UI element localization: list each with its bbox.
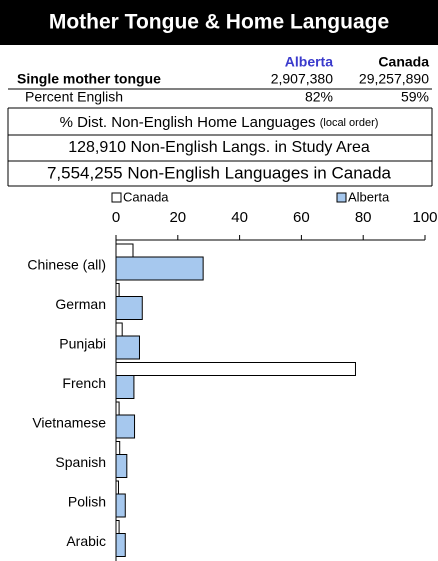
note-small: (local order) bbox=[320, 117, 379, 129]
y-tick-label: Chinese (all) bbox=[27, 257, 106, 273]
row-label: Single mother tongue bbox=[17, 71, 161, 87]
bar bbox=[115, 480, 119, 495]
bar bbox=[115, 296, 143, 320]
bar bbox=[115, 243, 134, 258]
y-tick-label: Spanish bbox=[55, 454, 106, 470]
note: 7,554,255 Non-English Languages in Canad… bbox=[47, 163, 392, 182]
cell: 29,257,890 bbox=[359, 71, 429, 87]
y-tick-label: Arabic bbox=[66, 533, 106, 549]
y-tick-label: Punjabi bbox=[59, 336, 106, 352]
title: Mother Tongue & Home Language bbox=[49, 11, 389, 34]
x-tick-label: 20 bbox=[169, 209, 186, 226]
bar bbox=[115, 520, 120, 534]
x-tick-label: 40 bbox=[231, 209, 248, 226]
column-header: Alberta bbox=[285, 54, 333, 70]
cell: 59% bbox=[401, 89, 429, 105]
bar bbox=[115, 414, 136, 439]
bar bbox=[115, 256, 204, 281]
legend-label: Canada bbox=[123, 189, 169, 204]
legend-swatch bbox=[336, 192, 347, 203]
note-text: % Dist. Non-English Home Languages bbox=[60, 114, 316, 131]
bar bbox=[115, 454, 128, 478]
legend-label: Alberta bbox=[348, 189, 390, 204]
y-tick-label: Polish bbox=[68, 494, 106, 510]
bar bbox=[115, 283, 120, 297]
bar bbox=[115, 493, 126, 518]
legend-swatch bbox=[111, 192, 122, 203]
note: % Dist. Non-English Home Languages (loca… bbox=[60, 114, 379, 131]
cell: 2,907,380 bbox=[271, 71, 333, 87]
bar bbox=[115, 401, 120, 416]
bar bbox=[115, 362, 356, 376]
bar bbox=[115, 375, 135, 399]
bar bbox=[115, 335, 140, 360]
x-tick-label: 0 bbox=[112, 209, 120, 226]
note: 128,910 Non-English Langs. in Study Area bbox=[68, 139, 370, 156]
bar bbox=[115, 533, 126, 557]
cell: 82% bbox=[305, 89, 333, 105]
y-tick-label: German bbox=[55, 296, 106, 312]
bar bbox=[115, 441, 121, 455]
title-bar bbox=[0, 0, 438, 45]
x-tick-label: 60 bbox=[293, 209, 310, 226]
y-tick-label: French bbox=[62, 375, 106, 391]
bar bbox=[115, 322, 123, 337]
x-tick-label: 80 bbox=[355, 209, 372, 226]
row-label: Percent English bbox=[25, 89, 123, 105]
x-tick-label: 100 bbox=[412, 209, 437, 226]
column-header: Canada bbox=[378, 54, 429, 70]
y-tick-label: Vietnamese bbox=[32, 415, 106, 431]
